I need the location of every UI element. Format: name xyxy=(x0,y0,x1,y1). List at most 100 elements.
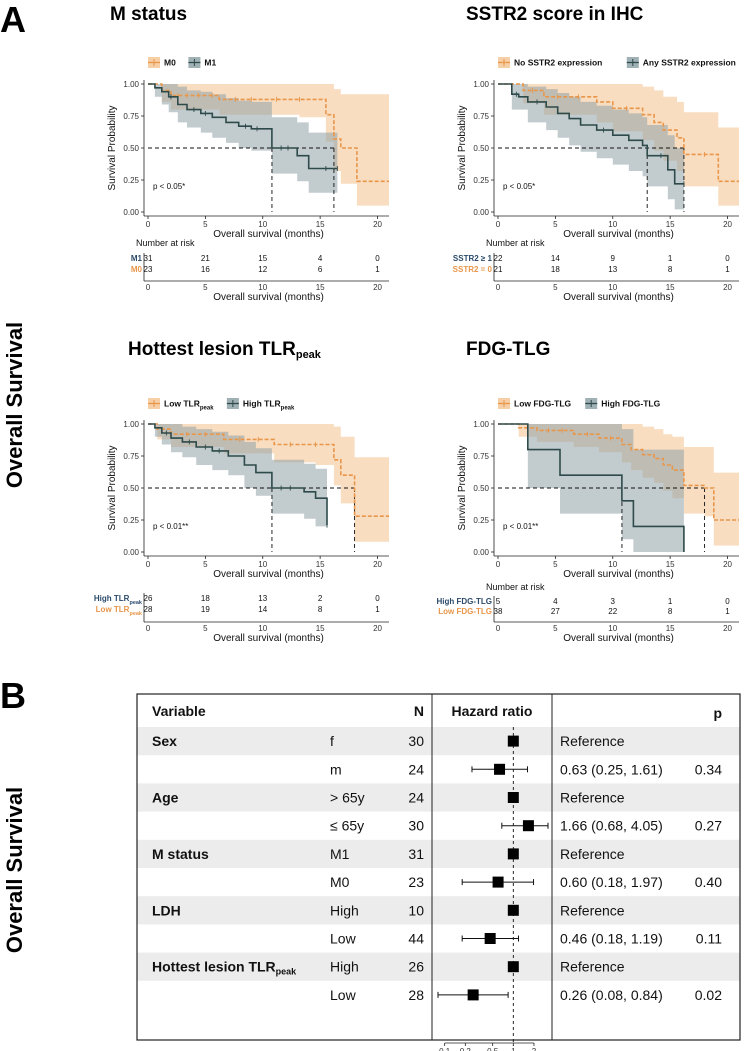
forest-point-estimate xyxy=(507,904,519,916)
forest-variable-main: Age xyxy=(152,790,179,806)
x-tick-label: 20 xyxy=(723,560,732,569)
x-axis-label: Overall survival (months) xyxy=(563,569,674,580)
y-tick-label: 0.75 xyxy=(473,112,489,121)
forest-point-estimate xyxy=(522,820,534,832)
risk-value: 22 xyxy=(608,607,617,616)
forest-point-estimate xyxy=(507,792,519,803)
risk-x-tick-label: 0 xyxy=(496,624,501,633)
risk-x-tick-label: 15 xyxy=(666,624,675,633)
risk-row-label: Low FDG-TLG xyxy=(438,607,492,616)
forest-row-shade xyxy=(137,896,740,925)
risk-x-tick-label: 15 xyxy=(316,283,325,292)
risk-row-label: Low TLRpeak xyxy=(96,605,143,617)
risk-value: 4 xyxy=(318,254,323,263)
y-tick-label: 1.00 xyxy=(473,420,489,429)
x-tick-label: 5 xyxy=(553,220,558,229)
km-title-sub: peak xyxy=(296,349,322,361)
x-axis-label: Overall survival (months) xyxy=(213,229,324,240)
forest-p-value: 0.11 xyxy=(696,931,722,947)
forest-x-tick-label: 0.5 xyxy=(487,1047,499,1051)
forest-level: M0 xyxy=(330,874,350,890)
y-axis-label: Survival Probability xyxy=(457,445,468,530)
legend-label-main: M0 xyxy=(164,58,176,68)
risk-value: 13 xyxy=(258,594,267,603)
ci-band-m1 xyxy=(148,84,338,193)
risk-value: 1 xyxy=(375,265,380,274)
risk-value: 3 xyxy=(611,597,616,606)
risk-row-label: SSTR2 = 0 xyxy=(453,265,493,274)
risk-x-tick-label: 5 xyxy=(203,624,208,633)
km-title: Hottest lesion TLRpeak xyxy=(128,339,322,361)
forest-variable: Sex xyxy=(152,733,177,749)
forest-hr-text: Reference xyxy=(560,959,625,975)
risk-row-label-main: M0 xyxy=(131,265,143,274)
risk-value: 15 xyxy=(258,254,267,263)
forest-level: High xyxy=(330,902,359,918)
risk-value: 18 xyxy=(551,265,560,274)
x-tick-label: 0 xyxy=(146,220,151,229)
forest-hr-text: Reference xyxy=(560,846,625,862)
forest-hr-text: 1.66 (0.68, 4.05) xyxy=(560,818,663,834)
forest-point-estimate xyxy=(507,961,519,973)
risk-value: 8 xyxy=(668,265,673,274)
risk-x-tick-label: 10 xyxy=(608,283,617,292)
risk-x-axis-label: Overall survival (months) xyxy=(563,292,674,303)
forest-x-tick-label: 0.2 xyxy=(460,1047,472,1051)
legend-label: M1 xyxy=(204,58,216,68)
risk-value: 8 xyxy=(318,605,323,614)
forest-p-value: 0.02 xyxy=(695,987,722,1003)
risk-x-tick-label: 5 xyxy=(553,283,558,292)
legend-label-main: High TLR xyxy=(243,399,281,409)
risk-x-tick-label: 0 xyxy=(496,283,501,292)
forest-point-estimate xyxy=(507,848,519,860)
risk-row-label-sub: peak xyxy=(129,600,142,606)
legend-label: High TLRpeak xyxy=(243,399,295,412)
x-tick-label: 20 xyxy=(373,220,382,229)
y-tick-label: 0.75 xyxy=(123,452,139,461)
risk-row-label-main: SSTR2 ≥ 1 xyxy=(453,254,493,263)
forest-point-estimate xyxy=(494,763,506,775)
risk-value: 13 xyxy=(608,265,617,274)
risk-value: 21 xyxy=(494,265,503,274)
legend-label: High FDG-TLG xyxy=(601,399,660,409)
y-tick-label: 0.75 xyxy=(123,112,139,121)
ci-band-high-tlr xyxy=(148,424,327,549)
km-curve-high-tlr xyxy=(148,423,328,526)
forest-level: ≤ 65y xyxy=(330,818,364,834)
risk-value: 9 xyxy=(611,254,616,263)
forest-n: 26 xyxy=(408,959,424,975)
y-tick-label: 0.00 xyxy=(473,548,489,557)
x-tick-label: 10 xyxy=(258,220,267,229)
risk-x-axis-label: Overall survival (months) xyxy=(213,292,324,303)
y-tick-label: 0.25 xyxy=(473,516,489,525)
forest-level: Low xyxy=(330,931,357,947)
forest-hr-text: 0.26 (0.08, 0.84) xyxy=(560,987,663,1003)
km-title-main: Hottest lesion TLR xyxy=(128,339,296,360)
risk-value: 4 xyxy=(553,597,558,606)
legend-label-main: No SSTR2 expression xyxy=(514,58,602,68)
km-curve-low-fdg-tlg xyxy=(498,423,739,521)
forest-hr-text: 0.63 (0.25, 1.61) xyxy=(560,761,663,777)
forest-variable-main: Hottest lesion TLR xyxy=(152,959,276,975)
y-axis-label: Survival Probability xyxy=(457,105,468,190)
risk-row-label-main: Low TLR xyxy=(96,605,130,614)
forest-variable: Age xyxy=(152,790,179,806)
forest-level: High xyxy=(330,959,359,975)
x-axis-label: Overall survival (months) xyxy=(213,569,324,580)
risk-value: 6 xyxy=(318,265,323,274)
legend-label: No SSTR2 expression xyxy=(514,58,602,68)
risk-x-tick-label: 15 xyxy=(666,283,675,292)
x-tick-label: 15 xyxy=(666,220,675,229)
forest-header-n: N xyxy=(414,703,424,719)
x-tick-label: 20 xyxy=(373,560,382,569)
forest-point-estimate xyxy=(492,876,504,888)
risk-x-tick-label: 10 xyxy=(608,624,617,633)
forest-header-p: p xyxy=(713,705,722,721)
forest-hr-text: 0.60 (0.18, 1.97) xyxy=(560,874,663,890)
y-tick-label: 1.00 xyxy=(123,80,139,89)
forest-level: m xyxy=(330,761,342,777)
